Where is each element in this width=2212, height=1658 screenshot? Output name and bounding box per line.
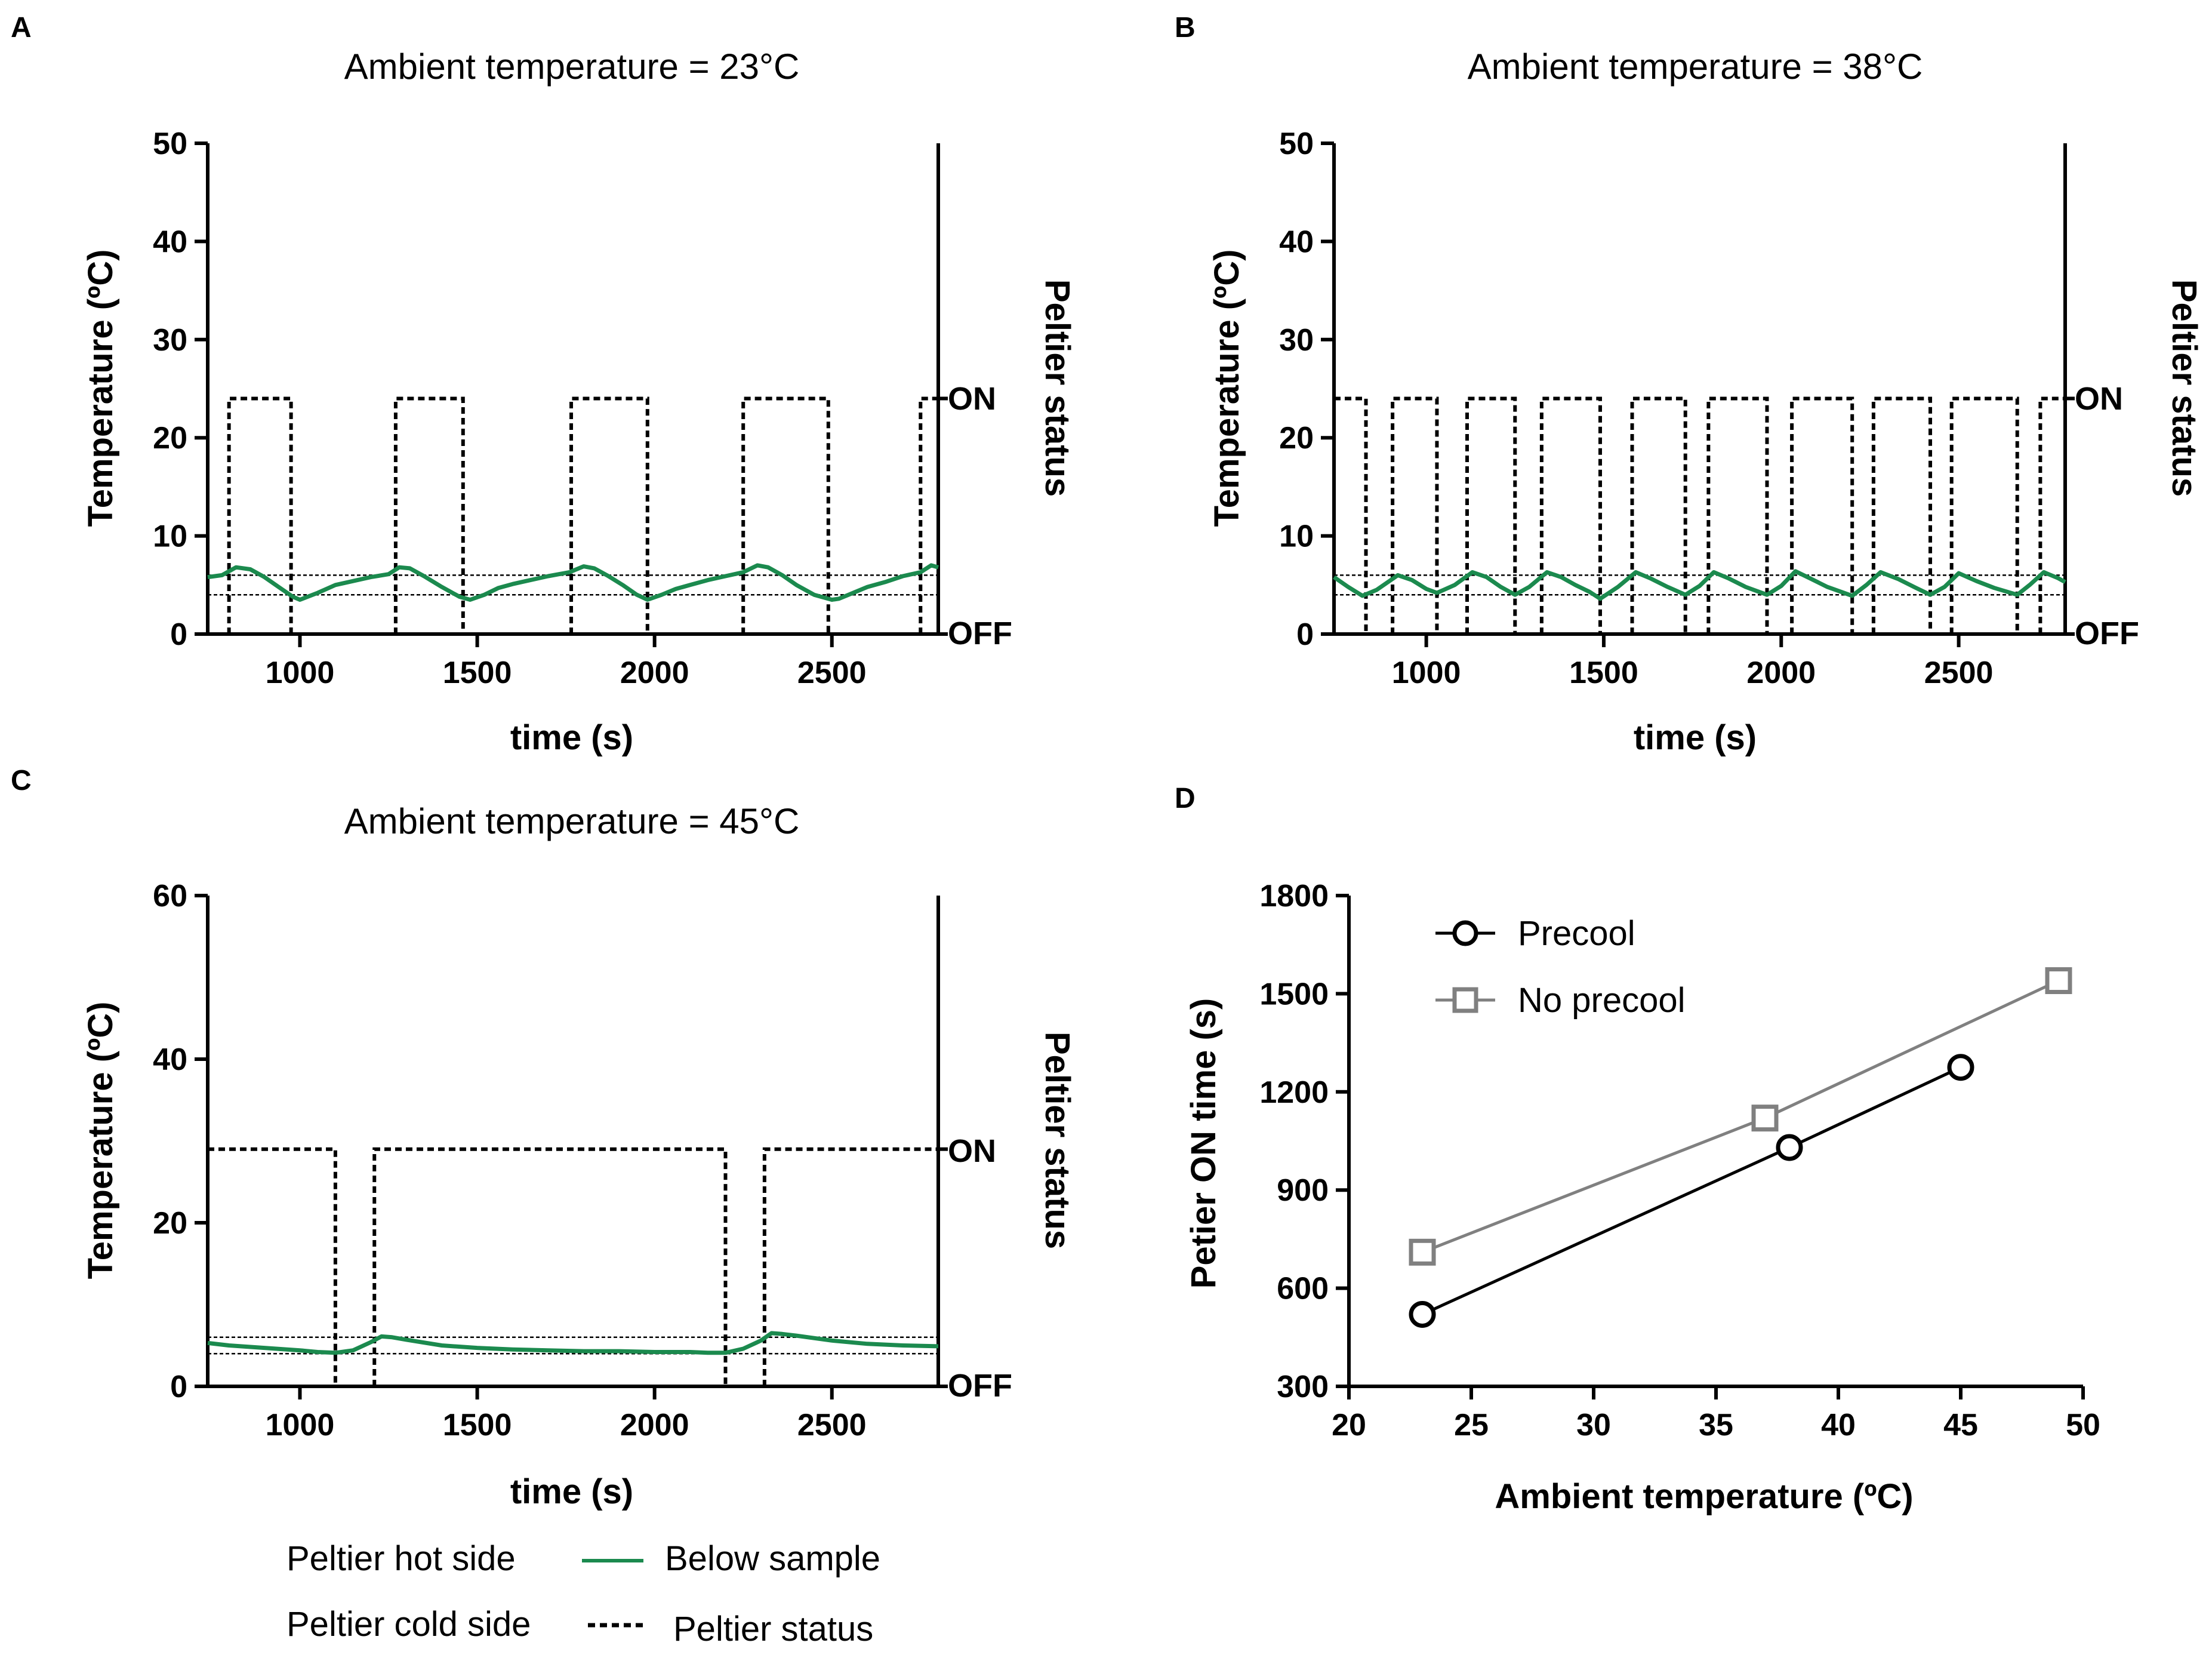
y-tick-label: 20	[153, 1206, 187, 1241]
x-tick-label: 2500	[797, 1408, 867, 1442]
x-tick-label: 2500	[797, 656, 867, 690]
no-precool-point	[1751, 1105, 1779, 1132]
panel-a-title: Ambient temperature = 23°C	[344, 47, 800, 87]
legend-below-sample-label: Below sample	[665, 1539, 880, 1578]
y-tick-label: 50	[153, 127, 187, 161]
y-tick-label: 900	[1277, 1173, 1329, 1208]
y-tick-label: 40	[153, 1042, 187, 1077]
y-tick-label: 1200	[1259, 1075, 1329, 1110]
peltier-status-line	[1334, 396, 2065, 634]
y-tick-label: 50	[1279, 127, 1314, 161]
y-tick-label: 300	[1277, 1370, 1329, 1404]
bottom-legend: Peltier hot side Below sample Peltier co…	[286, 1539, 880, 1648]
y-tick-label: 10	[1279, 519, 1314, 554]
x-tick-label: 1500	[443, 1408, 512, 1442]
y-tick-label: 40	[153, 224, 187, 259]
panel-d-plot: 300 600 900 1200 1500 1800 20 25 30 35 40 45 50 Preco…	[1259, 879, 2100, 1442]
precool-point	[1409, 1300, 1436, 1328]
panel-c-title: Ambient temperature = 45°C	[344, 801, 800, 841]
precool-point	[1776, 1134, 1803, 1161]
x-tick-label: 20	[1332, 1408, 1366, 1442]
y-tick-label: 40	[1279, 224, 1314, 259]
y-tick-label: 1800	[1259, 879, 1329, 913]
panel-d-letter: D	[1175, 783, 1196, 814]
panel-a-off-label: OFF	[948, 616, 1012, 651]
x-tick-label: 30	[1576, 1408, 1611, 1442]
panel-a-xlabel: time (s)	[510, 718, 633, 757]
x-tick-label: 1500	[443, 656, 512, 690]
panel-c-y2label: Peltier status	[1038, 1032, 1077, 1249]
legend-label: No precool	[1518, 981, 1685, 1020]
y-tick-label: 0	[170, 1370, 187, 1404]
legend-status-label: Peltier status	[673, 1610, 873, 1648]
x-tick-label: 1000	[266, 1408, 335, 1442]
panel-d-xlabel: Ambient temperature (ºC)	[1495, 1477, 1913, 1516]
panel-b-y2label: Peltier status	[2165, 279, 2204, 497]
y-tick-label: 30	[1279, 323, 1314, 358]
y-tick-label: 20	[153, 421, 187, 456]
panel-a-on-label: ON	[948, 381, 996, 417]
panel-b-xlabel: time (s)	[1634, 718, 1757, 757]
no-precool-point	[2045, 967, 2072, 994]
x-tick-label: 35	[1699, 1408, 1733, 1442]
panel-b-letter: B	[1175, 12, 1196, 44]
panel-a-y2label: Peltier status	[1038, 279, 1077, 497]
no-precool-point	[1409, 1238, 1436, 1266]
series-line-precool	[1421, 1066, 1962, 1316]
panel-b-on-label: ON	[2075, 381, 2123, 417]
panel-b-plot: 0 10 20 30 40 50 1000 1500 2000 2500	[1279, 127, 2075, 690]
panel-a-ylabel: Temperature (ºC)	[81, 250, 120, 527]
panel-a: A Ambient temperature = 23°C time (s) Te…	[11, 12, 1077, 757]
x-tick-label: 40	[1821, 1408, 1856, 1442]
x-tick-label: 45	[1943, 1408, 1978, 1442]
panel-c-plot: 0 20 40 60 1000 1500 2000 2500	[153, 879, 948, 1442]
y-tick-label: 0	[170, 617, 187, 652]
legend-cold-side-label: Peltier cold side	[286, 1605, 531, 1644]
x-tick-label: 2000	[620, 1408, 689, 1442]
panel-c: C Ambient temperature = 45°C time (s) Te…	[11, 765, 1077, 1511]
panel-d: D Ambient temperature (ºC) Petier ON tim…	[1175, 783, 1914, 1516]
plot-layer: 0 10 20 30 40 50 1000 1500 2000 2500 0 10 20 30 40 50 10…	[153, 127, 2100, 1442]
panel-a-plot: 0 10 20 30 40 50 1000 1500 2000 2500	[153, 127, 948, 690]
x-tick-label: 2500	[1924, 656, 1994, 690]
panel-c-on-label: ON	[948, 1133, 996, 1169]
panel-a-letter: A	[11, 12, 32, 44]
panel-c-letter: C	[11, 765, 32, 796]
x-tick-label: 2000	[1746, 656, 1816, 690]
x-tick-label: 1000	[266, 656, 335, 690]
peltier-status-line	[208, 1147, 938, 1386]
x-tick-label: 50	[2066, 1408, 2100, 1442]
panel-c-ylabel: Temperature (ºC)	[81, 1002, 120, 1279]
y-tick-label: 1500	[1259, 977, 1329, 1011]
series-line-no-precool	[1422, 979, 2060, 1254]
y-tick-label: 10	[153, 519, 187, 554]
panel-b-title: Ambient temperature = 38°C	[1468, 47, 1923, 87]
legend-hot-side-label: Peltier hot side	[286, 1539, 516, 1578]
y-tick-label: 600	[1277, 1272, 1329, 1306]
x-tick-label: 1000	[1392, 656, 1461, 690]
y-tick-label: 60	[153, 879, 187, 913]
y-tick-label: 20	[1279, 421, 1314, 456]
panel-d-ylabel: Petier ON time (s)	[1184, 998, 1223, 1289]
panel-b-ylabel: Temperature (ºC)	[1207, 250, 1246, 527]
x-tick-label: 25	[1454, 1408, 1489, 1442]
x-tick-label: 2000	[620, 656, 689, 690]
precool-point	[1947, 1054, 1974, 1081]
y-tick-label: 30	[153, 323, 187, 358]
below-sample-line	[1333, 569, 2066, 601]
legend-label: Precool	[1518, 914, 1635, 953]
panel-c-off-label: OFF	[948, 1368, 1012, 1404]
y-tick-label: 0	[1296, 617, 1314, 652]
legend-precool-marker	[1452, 920, 1478, 946]
below-sample-line	[207, 1331, 939, 1355]
panel-b: B Ambient temperature = 38°C time (s) Te…	[1175, 12, 2204, 757]
panel-b-off-label: OFF	[2075, 616, 2139, 651]
below-sample-line	[207, 563, 939, 602]
x-tick-label: 1500	[1569, 656, 1638, 690]
panel-c-xlabel: time (s)	[510, 1472, 633, 1511]
legend-no-precool-marker	[1452, 987, 1478, 1013]
peltier-status-line	[227, 396, 938, 634]
